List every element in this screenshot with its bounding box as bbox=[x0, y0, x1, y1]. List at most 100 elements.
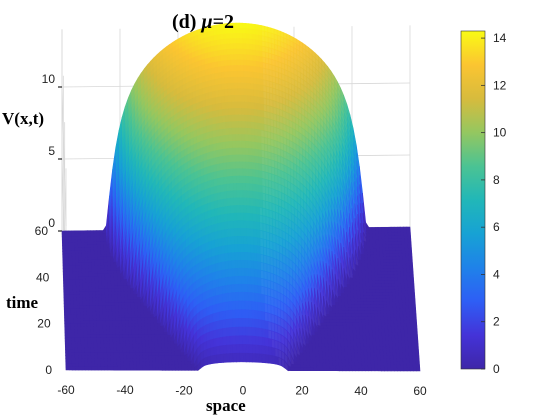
surface-patch bbox=[73, 300, 78, 304]
surface-patch bbox=[267, 158, 272, 168]
surface-patch bbox=[410, 331, 415, 336]
surface-patch bbox=[101, 270, 105, 275]
surface-patch bbox=[67, 314, 72, 319]
surface-patch bbox=[115, 329, 120, 333]
surface-patch bbox=[371, 316, 376, 321]
surface-patch bbox=[144, 320, 149, 324]
surface-patch bbox=[411, 349, 416, 354]
surface-patch bbox=[63, 303, 68, 307]
surface-patch bbox=[77, 233, 82, 237]
surface-patch bbox=[251, 309, 256, 320]
surface-patch bbox=[218, 253, 223, 264]
surface-patch bbox=[383, 268, 389, 273]
surface-patch bbox=[266, 263, 271, 274]
surface-patch bbox=[78, 276, 83, 281]
surface-patch bbox=[94, 262, 99, 266]
surface-patch bbox=[250, 121, 255, 130]
surface-patch bbox=[109, 332, 114, 336]
surface-patch bbox=[259, 84, 264, 92]
surface-patch bbox=[229, 168, 234, 177]
surface-patch bbox=[219, 142, 224, 151]
surface-patch bbox=[327, 343, 333, 348]
surface-patch bbox=[339, 322, 344, 327]
surface-patch bbox=[397, 325, 402, 330]
surface-patch bbox=[392, 247, 397, 252]
surface-patch bbox=[367, 310, 372, 315]
surface-patch bbox=[219, 311, 224, 321]
surface-patch bbox=[378, 280, 383, 285]
surface-patch bbox=[242, 326, 247, 337]
surface-patch bbox=[233, 212, 238, 222]
surface-patch bbox=[74, 233, 79, 237]
surface-patch bbox=[68, 253, 73, 258]
surface-patch bbox=[135, 343, 140, 348]
surface-patch bbox=[406, 229, 411, 234]
surface-patch bbox=[259, 222, 264, 232]
surface-patch bbox=[248, 161, 253, 170]
surface-patch bbox=[151, 334, 156, 339]
surface-patch bbox=[391, 238, 396, 243]
surface-patch bbox=[208, 85, 213, 93]
surface-patch bbox=[402, 313, 407, 318]
surface-patch bbox=[65, 248, 70, 252]
surface-patch bbox=[96, 326, 101, 330]
surface-patch bbox=[330, 325, 335, 330]
surface-patch bbox=[150, 323, 155, 327]
surface-patch bbox=[247, 284, 252, 293]
surface-patch bbox=[401, 337, 406, 342]
surface-patch bbox=[161, 358, 166, 362]
surface-patch bbox=[104, 288, 109, 292]
surface-patch bbox=[359, 283, 364, 288]
surface-patch bbox=[392, 259, 397, 264]
surface-patch bbox=[118, 305, 123, 310]
surface-patch bbox=[82, 300, 87, 304]
surface-patch bbox=[397, 232, 402, 237]
surface-patch bbox=[245, 23, 250, 30]
surface-patch bbox=[216, 129, 220, 138]
surface-patch bbox=[366, 343, 371, 348]
surface-patch bbox=[161, 340, 166, 345]
surface-patch bbox=[75, 262, 80, 266]
surface-patch bbox=[121, 302, 126, 307]
surface-patch bbox=[216, 142, 221, 151]
surface-patch bbox=[171, 358, 176, 362]
surface-patch bbox=[86, 305, 91, 310]
surface-patch bbox=[404, 343, 410, 348]
surface-patch bbox=[64, 233, 69, 238]
surface-patch bbox=[381, 274, 386, 279]
surface-patch bbox=[320, 328, 325, 333]
surface-patch bbox=[78, 352, 82, 356]
surface-patch bbox=[211, 208, 216, 219]
surface-patch bbox=[408, 307, 413, 312]
surface-patch bbox=[379, 343, 384, 348]
surface-patch bbox=[358, 325, 363, 330]
surface-patch bbox=[100, 355, 105, 359]
surface-patch bbox=[237, 101, 242, 109]
surface-patch bbox=[260, 142, 265, 152]
surface-patch bbox=[68, 247, 73, 252]
surface-patch bbox=[91, 259, 95, 263]
surface-patch bbox=[123, 278, 128, 284]
surface-patch bbox=[125, 334, 130, 339]
surface-patch bbox=[305, 346, 310, 351]
surface-patch bbox=[356, 340, 361, 345]
surface-patch bbox=[363, 301, 368, 306]
surface-patch bbox=[242, 27, 247, 34]
surface-patch bbox=[359, 278, 364, 282]
surface-patch bbox=[105, 317, 110, 321]
surface-patch bbox=[264, 164, 269, 174]
surface-patch bbox=[382, 298, 387, 303]
surface-patch bbox=[131, 329, 136, 333]
surface-patch bbox=[244, 127, 249, 136]
surface-patch bbox=[215, 294, 220, 305]
surface-patch bbox=[164, 334, 168, 339]
surface-patch bbox=[150, 314, 155, 318]
surface-patch bbox=[257, 277, 262, 287]
surface-patch bbox=[392, 346, 397, 351]
surface-patch bbox=[222, 155, 227, 164]
surface-patch bbox=[361, 307, 366, 312]
surface-patch bbox=[223, 38, 228, 45]
surface-patch bbox=[233, 197, 238, 206]
surface-patch bbox=[408, 343, 413, 348]
surface-patch bbox=[157, 331, 162, 336]
